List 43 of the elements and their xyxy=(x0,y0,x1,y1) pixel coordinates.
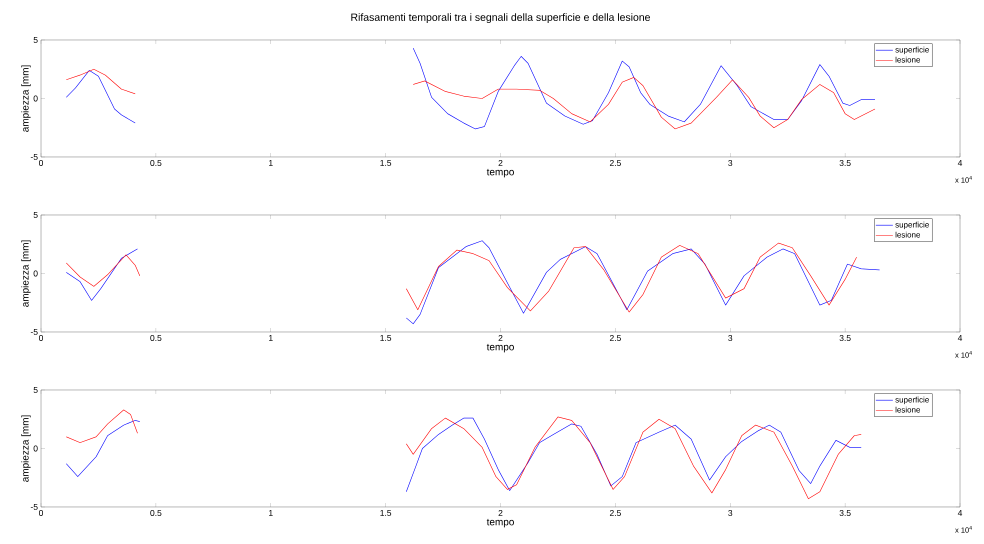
x-tick-label: 0 xyxy=(38,335,44,341)
y-tick-label: 0 xyxy=(34,95,38,102)
x-tick-label: 1.5 xyxy=(380,335,392,341)
x-tick-label: 2 xyxy=(498,160,502,166)
y-tick-label: -5 xyxy=(30,154,38,160)
x-tick-label: 4 xyxy=(958,510,962,516)
x-tick-label: 3 xyxy=(728,335,732,341)
x-tick-label: 3 xyxy=(728,510,732,516)
x-tick-label: 2.5 xyxy=(610,335,621,341)
x-tick-label: 2 xyxy=(498,335,502,341)
x-tick-label: 0.5 xyxy=(150,510,162,516)
x-tick-label: 0 xyxy=(38,510,44,516)
x-tick-label: 2 xyxy=(498,510,502,516)
x-tick-label: 1.5 xyxy=(380,160,392,166)
x-tick-label: 1 xyxy=(269,510,273,516)
x-tick-label: 4 xyxy=(958,335,962,341)
x-tick-label: 1 xyxy=(269,335,273,341)
y-axis-title: ampiezza [mm] xyxy=(21,415,31,482)
x-axis-title: tempo xyxy=(486,344,514,352)
y-tick-label: 0 xyxy=(34,270,38,276)
x-tick-label: 0 xyxy=(38,160,44,166)
x-tick-label: 2.5 xyxy=(610,510,621,516)
x-tick-label: 2.5 xyxy=(610,160,621,166)
y-axis-title: ampiezza [mm] xyxy=(21,65,31,132)
x-tick-label: 3.5 xyxy=(840,160,851,166)
x-tick-label: 0.5 xyxy=(150,160,162,166)
x-axis-title: tempo xyxy=(486,168,514,178)
y-tick-label: -5 xyxy=(30,329,38,335)
y-tick-label: 5 xyxy=(34,387,38,393)
x-tick-label: 1 xyxy=(269,160,273,166)
x-axis-title: tempo xyxy=(486,518,514,528)
y-tick-label: 5 xyxy=(34,37,38,43)
y-tick-label: -5 xyxy=(30,504,38,510)
x-tick-label: 3.5 xyxy=(840,510,851,516)
x-tick-label: 3.5 xyxy=(840,335,851,341)
y-axis-title: ampiezza [mm] xyxy=(21,240,31,307)
y-tick-label: 0 xyxy=(34,445,38,452)
x-tick-label: 1.5 xyxy=(380,510,392,516)
x-tick-label: 0.5 xyxy=(150,335,162,341)
x-tick-label: 4 xyxy=(958,160,962,166)
y-tick-label: 5 xyxy=(34,212,38,218)
x-tick-label: 3 xyxy=(728,160,732,166)
chart-title: Rifasamenti temporali tra i segnali della superficie e della lesione xyxy=(351,13,650,23)
